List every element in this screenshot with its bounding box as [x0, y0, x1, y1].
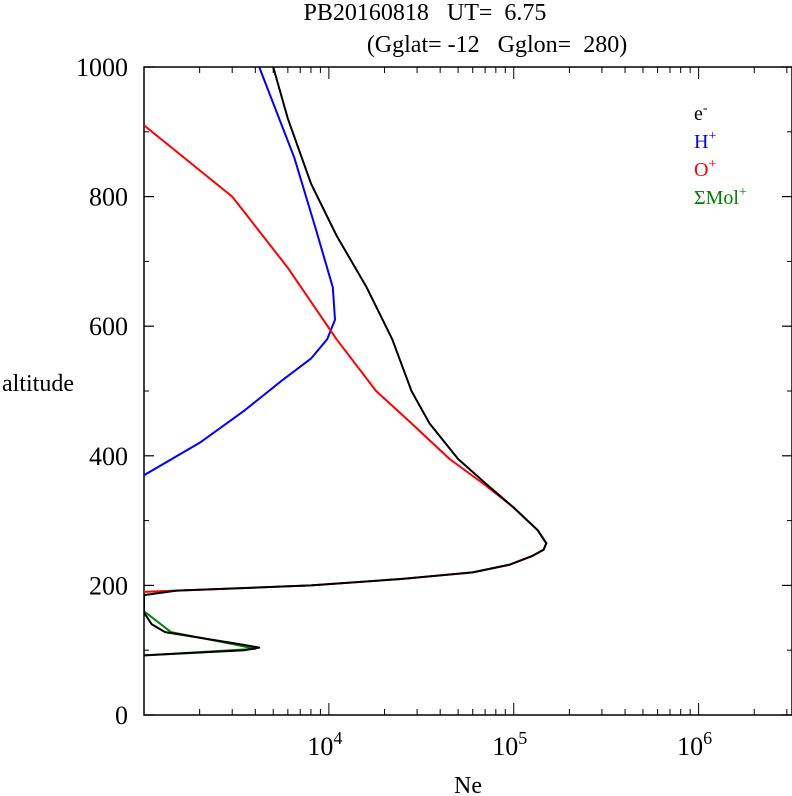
- legend-label: O: [694, 159, 708, 181]
- x-tick-exponent: 4: [333, 728, 342, 748]
- x-tick-base: 10: [492, 732, 518, 761]
- legend-label: H: [694, 131, 708, 153]
- x-axis-label: Ne: [454, 773, 482, 796]
- series-line-o: [144, 124, 548, 593]
- y-tick-label: 400: [89, 442, 128, 471]
- y-tick-labels: 0 200 400 600 800 1000: [76, 53, 128, 730]
- x-tick-base: 10: [677, 732, 703, 761]
- x-tick-label: 105: [492, 728, 527, 761]
- series-line-h: [144, 67, 336, 477]
- series-layer: [144, 67, 548, 657]
- chart-title-line1: PB20160818 UT= 6.75: [304, 0, 547, 26]
- x-tick-exponent: 5: [518, 728, 527, 748]
- legend-entry: e-: [694, 101, 708, 125]
- legend-entry: H+: [694, 129, 716, 153]
- chart-title-line2: (Gglat= -12 Gglon= 280): [367, 32, 627, 58]
- legend-entry: ΣMol+: [694, 185, 747, 209]
- legend-label-sup: -: [703, 101, 708, 116]
- x-tick-label: 104: [307, 728, 342, 761]
- y-tick-label: 600: [89, 312, 128, 341]
- y-tick-label: 1000: [76, 53, 128, 82]
- y-tick-label: 800: [89, 183, 128, 212]
- legend-label-sup: +: [708, 157, 716, 172]
- series-line-mol: [144, 610, 257, 657]
- y-tick-label: 200: [89, 571, 128, 600]
- x-tick-label: 106: [677, 728, 712, 761]
- legend-label-sup: +: [708, 129, 716, 144]
- legend-label: e: [694, 103, 703, 125]
- legend: e-H+O+ΣMol+: [694, 101, 747, 209]
- y-tick-label: 0: [115, 701, 128, 730]
- x-tick-base: 10: [307, 732, 333, 761]
- legend-entry: O+: [694, 157, 716, 181]
- series-line-e: [144, 67, 548, 657]
- y-axis-label: altitude: [2, 371, 74, 397]
- x-tick-exponent: 6: [703, 728, 712, 748]
- x-tick-labels: 104 105 106: [307, 728, 712, 761]
- axis-ticks: [143, 66, 792, 716]
- legend-label: ΣMol: [694, 187, 739, 209]
- legend-label-sup: +: [739, 185, 747, 200]
